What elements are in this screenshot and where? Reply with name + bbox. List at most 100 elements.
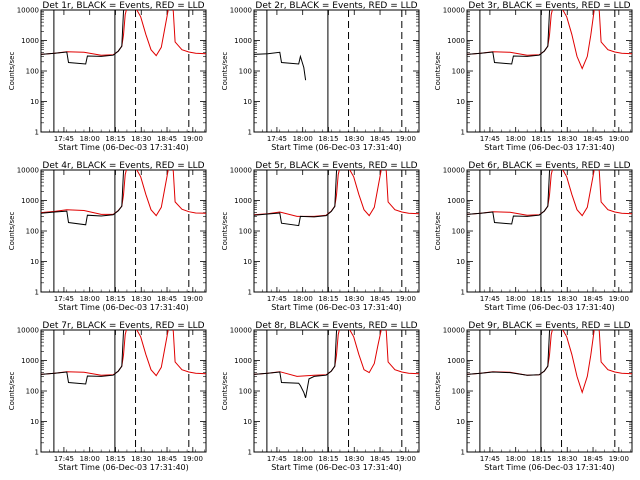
y-tick-label: 1000 — [447, 357, 465, 365]
x-axis-label: Start Time (06-Dec-03 17:31:40) — [271, 463, 402, 472]
x-tick-label: 18:15 — [105, 295, 125, 303]
y-tick-label: 1 — [248, 449, 252, 457]
x-tick-label: 18:15 — [318, 135, 338, 143]
y-tick-label: 100 — [452, 388, 465, 396]
panel-title: Det 3r, BLACK = Events, RED = LLD — [468, 1, 630, 11]
x-tick-label: 18:45 — [583, 455, 603, 463]
y-tick-label: 10 — [30, 418, 39, 426]
y-axis-label: Counts/sec — [434, 52, 442, 91]
y-tick-label: 1000 — [234, 197, 252, 205]
x-tick-label: 18:30 — [557, 295, 577, 303]
y-axis-label: Counts/sec — [8, 52, 16, 91]
x-tick-label: 17:45 — [54, 135, 74, 143]
x-tick-label: 17:45 — [480, 135, 500, 143]
x-tick-label: 18:00 — [506, 455, 526, 463]
plot-frame — [253, 329, 420, 453]
panel-5: Det 5r, BLACK = Events, RED = LLD 1 10 100 1… — [221, 161, 420, 312]
x-tick-label: 17:45 — [267, 455, 287, 463]
x-tick-label: 18:00 — [80, 295, 100, 303]
events-line — [467, 10, 551, 65]
y-axis-label: Counts/sec — [221, 52, 229, 91]
x-tick-label: 19:00 — [183, 295, 203, 303]
y-tick-label: 10000 — [443, 327, 465, 335]
x-tick-label: 18:15 — [531, 135, 551, 143]
y-tick-label: 10000 — [17, 7, 39, 15]
lld-line — [467, 170, 632, 217]
events-line — [467, 170, 551, 225]
x-axis-label: Start Time (06-Dec-03 17:31:40) — [484, 463, 615, 472]
y-tick-label: 100 — [26, 228, 39, 236]
panel-4: Det 4r, BLACK = Events, RED = LLD 1 10 100 1… — [8, 161, 207, 312]
lld-line — [41, 330, 206, 377]
x-axis-label: Start Time (06-Dec-03 17:31:40) — [58, 303, 189, 312]
y-tick-label: 10 — [456, 98, 465, 106]
y-tick-label: 100 — [239, 388, 252, 396]
y-tick-label: 1 — [35, 449, 39, 457]
panel-title: Det 7r, BLACK = Events, RED = LLD — [42, 321, 204, 331]
y-tick-label: 10 — [456, 418, 465, 426]
y-axis-label: Counts/sec — [434, 212, 442, 251]
x-tick-label: 19:00 — [396, 295, 416, 303]
x-tick-label: 18:30 — [131, 135, 151, 143]
x-tick-label: 18:45 — [370, 135, 390, 143]
x-tick-label: 18:30 — [131, 295, 151, 303]
plot-frame — [40, 169, 207, 293]
x-tick-label: 18:15 — [105, 135, 125, 143]
x-tick-label: 17:45 — [54, 455, 74, 463]
y-tick-label: 1 — [35, 129, 39, 137]
x-tick-label: 18:15 — [531, 455, 551, 463]
plot-frame — [40, 9, 207, 133]
x-tick-label: 19:00 — [183, 455, 203, 463]
x-tick-label: 18:45 — [157, 455, 177, 463]
x-tick-label: 18:15 — [531, 295, 551, 303]
y-tick-label: 10000 — [443, 7, 465, 15]
y-tick-label: 1 — [248, 289, 252, 297]
x-tick-label: 19:00 — [609, 135, 629, 143]
x-tick-label: 18:00 — [293, 295, 313, 303]
x-tick-label: 18:00 — [293, 455, 313, 463]
x-tick-label: 18:45 — [370, 455, 390, 463]
panel-1: Det 1r, BLACK = Events, RED = LLD 1 10 100 1… — [8, 1, 207, 152]
plot-frame — [466, 9, 633, 133]
x-tick-label: 18:00 — [506, 295, 526, 303]
x-tick-label: 17:45 — [480, 295, 500, 303]
y-tick-label: 100 — [26, 68, 39, 76]
panel-2: Det 2r, BLACK = Events, RED = LLD 1 10 100 1… — [221, 1, 420, 152]
y-tick-label: 10000 — [230, 327, 252, 335]
x-tick-label: 19:00 — [396, 135, 416, 143]
y-tick-label: 10 — [30, 258, 39, 266]
y-tick-label: 1000 — [234, 357, 252, 365]
lld-line — [254, 330, 419, 377]
y-tick-label: 1000 — [21, 37, 39, 45]
events-line — [254, 51, 307, 81]
lld-line — [41, 10, 206, 57]
x-tick-label: 18:30 — [557, 455, 577, 463]
x-tick-label: 18:30 — [344, 295, 364, 303]
x-tick-label: 19:00 — [609, 455, 629, 463]
events-line — [254, 170, 338, 227]
y-tick-label: 10000 — [17, 167, 39, 175]
plot-frame — [466, 329, 633, 453]
y-axis-label: Counts/sec — [8, 212, 16, 251]
lld-line — [41, 170, 206, 217]
x-tick-label: 17:45 — [480, 455, 500, 463]
panel-title: Det 5r, BLACK = Events, RED = LLD — [255, 161, 417, 171]
y-tick-label: 1000 — [234, 37, 252, 45]
panel-7: Det 7r, BLACK = Events, RED = LLD 1 10 100 1… — [8, 321, 207, 472]
y-tick-label: 100 — [239, 228, 252, 236]
y-tick-label: 100 — [26, 388, 39, 396]
y-tick-label: 1 — [35, 289, 39, 297]
x-axis-label: Start Time (06-Dec-03 17:31:40) — [484, 303, 615, 312]
y-tick-label: 10000 — [17, 327, 39, 335]
y-tick-label: 1000 — [21, 357, 39, 365]
x-tick-label: 17:45 — [267, 295, 287, 303]
x-tick-label: 18:45 — [370, 295, 390, 303]
panel-8: Det 8r, BLACK = Events, RED = LLD 1 10 100 1… — [221, 321, 420, 472]
x-tick-label: 18:00 — [80, 135, 100, 143]
y-tick-label: 1 — [461, 129, 465, 137]
panel-title: Det 1r, BLACK = Events, RED = LLD — [42, 1, 204, 11]
events-line — [467, 330, 551, 376]
x-axis-label: Start Time (06-Dec-03 17:31:40) — [484, 143, 615, 152]
y-axis-label: Counts/sec — [221, 212, 229, 251]
